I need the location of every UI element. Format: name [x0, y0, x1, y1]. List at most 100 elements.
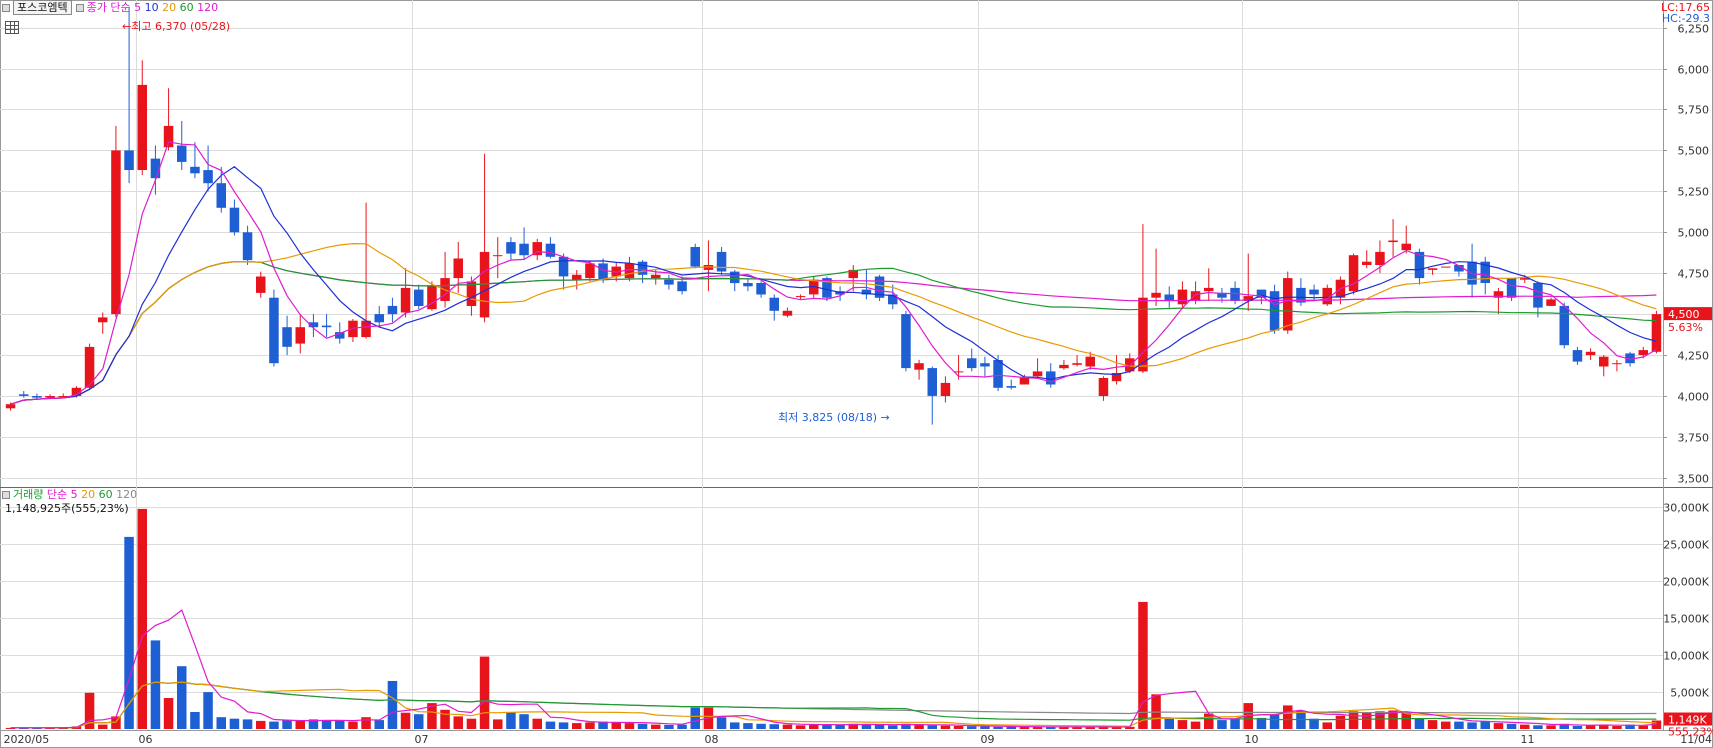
price-tick-label: 5,750	[1678, 104, 1710, 117]
candle-body	[387, 305, 398, 315]
volume-bar	[1612, 726, 1622, 729]
candle-body	[45, 396, 55, 398]
volume-bar	[1125, 726, 1135, 729]
volume-bar	[32, 727, 42, 729]
legend-square-icon	[2, 491, 10, 499]
volume-bar	[651, 724, 661, 729]
candle-body	[545, 243, 556, 257]
volume-bar	[848, 723, 858, 729]
price-tick-label: 5,000	[1678, 227, 1710, 240]
low-annotation-text: 최저 3,825 (08/18)	[778, 411, 878, 424]
candle-body	[1506, 278, 1517, 298]
volume-bar	[835, 724, 845, 729]
lc-label: LC:17.65	[1660, 1, 1710, 14]
candle-body	[572, 274, 582, 280]
volume-bar	[348, 721, 358, 729]
candle-body	[927, 368, 937, 396]
volume-bar	[1467, 722, 1477, 729]
candle-body	[1638, 350, 1648, 355]
candle-body	[5, 404, 16, 409]
volume-ma20-line	[10, 681, 1657, 729]
volume-ma5-line	[10, 609, 1657, 729]
volume-bar	[809, 724, 819, 729]
volume-bar	[756, 723, 766, 729]
candle-body	[1283, 278, 1293, 331]
candle-body	[308, 322, 319, 328]
candle-body	[1651, 314, 1662, 352]
volume-bar	[1230, 718, 1240, 729]
stock-name[interactable]: 포스코엠텍	[13, 0, 72, 15]
last-change-label: 5.63%	[1668, 321, 1703, 334]
last-volume-marker	[1664, 712, 1712, 726]
candle-body	[1019, 378, 1030, 385]
legend-ma120: 120	[197, 1, 219, 14]
volume-info: 1,148,925주(555,23%)	[5, 502, 129, 515]
candle-body	[1612, 363, 1622, 365]
candle-body	[203, 170, 213, 184]
volume-bar	[1111, 727, 1122, 729]
volume-bar	[743, 723, 753, 729]
volume-bar	[5, 727, 16, 729]
candle-body	[1375, 251, 1385, 265]
volume-bar	[177, 666, 187, 729]
volume-tick-label: 20,000K	[1663, 576, 1709, 589]
volume-bar	[769, 724, 779, 729]
volume-bar	[1059, 727, 1069, 729]
volume-bar	[611, 722, 621, 729]
price-tick-label: 3,500	[1678, 473, 1710, 486]
candle-body	[374, 314, 384, 323]
candle-body	[1204, 287, 1214, 292]
price-tick-label: 6,000	[1678, 64, 1710, 77]
candle-body	[493, 255, 503, 257]
candle-body	[940, 382, 951, 396]
last-volume-pct: 555.23%	[1668, 726, 1713, 739]
volume-bar	[782, 724, 793, 729]
volume-bar	[532, 718, 542, 729]
volume-bar	[1204, 713, 1214, 729]
candle-body	[1533, 283, 1543, 308]
candle-body	[269, 297, 279, 364]
volume-bar	[335, 720, 345, 729]
candle-body	[874, 276, 885, 298]
candle-body	[980, 363, 990, 367]
volume-bar	[519, 714, 529, 729]
candle-body	[861, 289, 872, 295]
candle-body	[756, 283, 766, 295]
last-volume-label: 1,149K	[1668, 714, 1707, 727]
volume-bar	[1388, 710, 1398, 729]
volume-bar	[861, 724, 872, 729]
volume-bar	[229, 718, 240, 729]
candle-body	[1230, 287, 1240, 301]
volume-bar	[1164, 718, 1174, 729]
volume-bar	[888, 725, 898, 729]
candle-body	[1441, 266, 1451, 268]
x-tick-label: 06	[139, 733, 153, 746]
table-view-icon[interactable]	[5, 21, 19, 34]
volume-bar	[414, 714, 424, 729]
candle-body	[611, 266, 621, 277]
candle-body	[1125, 358, 1135, 372]
candle-body	[1401, 243, 1411, 251]
x-tick-label: 10	[1245, 733, 1259, 746]
volume-bar	[427, 703, 437, 729]
candle-body	[953, 371, 964, 373]
volume-bar	[1414, 718, 1425, 729]
volume-bar	[637, 723, 648, 729]
price-legend: 포스코엠텍 종가 단순 5 10 20 60 120	[2, 0, 219, 15]
volume-bar	[1401, 712, 1411, 729]
price-tick-label: 5,250	[1678, 186, 1710, 199]
volume-bar	[400, 712, 411, 729]
candle-body	[1032, 371, 1043, 377]
candle-body	[1348, 255, 1359, 292]
volume-bar	[624, 723, 635, 729]
volume-bar	[1032, 726, 1043, 729]
arrow-left-icon: ←	[122, 20, 132, 33]
volume-bar	[190, 712, 200, 729]
candle-body	[506, 242, 516, 254]
last-price-label: 4,500	[1668, 308, 1700, 321]
volume-bar	[1375, 711, 1385, 729]
volume-bar	[1585, 725, 1596, 729]
candle-body	[216, 183, 226, 208]
candle-body	[427, 286, 437, 310]
